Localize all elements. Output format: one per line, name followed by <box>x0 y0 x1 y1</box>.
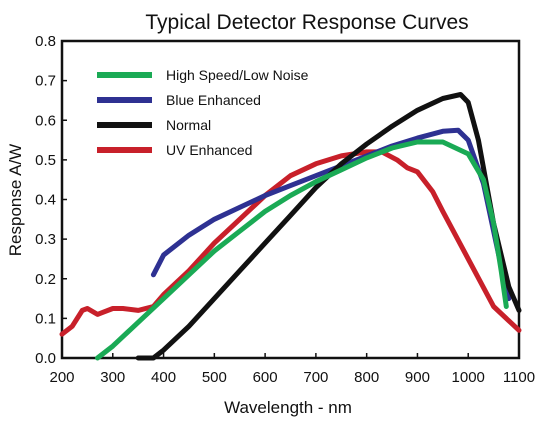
x-axis-ticks: 200 300 400 500 600 700 800 900 1000 1100 <box>49 353 535 386</box>
legend-label: Blue Enhanced <box>166 92 261 108</box>
legend-label: UV Enhanced <box>166 142 252 158</box>
x-tick-label: 1000 <box>452 369 485 386</box>
y-tick-label: 0.8 <box>35 33 56 50</box>
legend: High Speed/Low Noise Blue Enhanced Normal U… <box>97 67 309 158</box>
y-tick-label: 0.6 <box>35 112 56 129</box>
series-line-high-speed-low-noise <box>95 139 509 361</box>
x-tick-label: 300 <box>100 369 125 386</box>
x-tick-label: 800 <box>354 369 379 386</box>
y-tick-label: 0.1 <box>35 310 56 327</box>
x-tick-label: 400 <box>151 369 176 386</box>
x-tick-label: 1100 <box>503 369 535 386</box>
x-axis-label: Wavelength - nm <box>224 398 352 417</box>
y-tick-label: 0.4 <box>35 192 56 209</box>
series-line-uv-enhanced <box>59 149 522 337</box>
series-lines <box>59 92 522 361</box>
series-line-blue-enhanced <box>150 127 512 302</box>
y-tick-label: 0.7 <box>35 73 56 90</box>
legend-label: High Speed/Low Noise <box>166 67 309 83</box>
x-tick-label: 600 <box>253 369 278 386</box>
y-tick-label: 0.2 <box>35 271 56 288</box>
series-line-normal <box>135 92 522 361</box>
y-tick-label: 0.5 <box>35 152 56 169</box>
y-axis-label: Response A/W <box>6 144 25 256</box>
legend-label: Normal <box>166 117 211 133</box>
x-tick-label: 500 <box>202 369 227 386</box>
x-tick-label: 200 <box>49 369 74 386</box>
x-tick-label: 900 <box>405 369 430 386</box>
y-tick-label: 0.0 <box>35 350 56 367</box>
x-tick-label: 700 <box>303 369 328 386</box>
y-tick-label: 0.3 <box>35 231 56 248</box>
chart-title: Typical Detector Response Curves <box>145 11 468 34</box>
y-axis-ticks: 0.0 0.1 0.2 0.3 0.4 0.5 0.6 0.7 0.8 <box>35 33 67 367</box>
